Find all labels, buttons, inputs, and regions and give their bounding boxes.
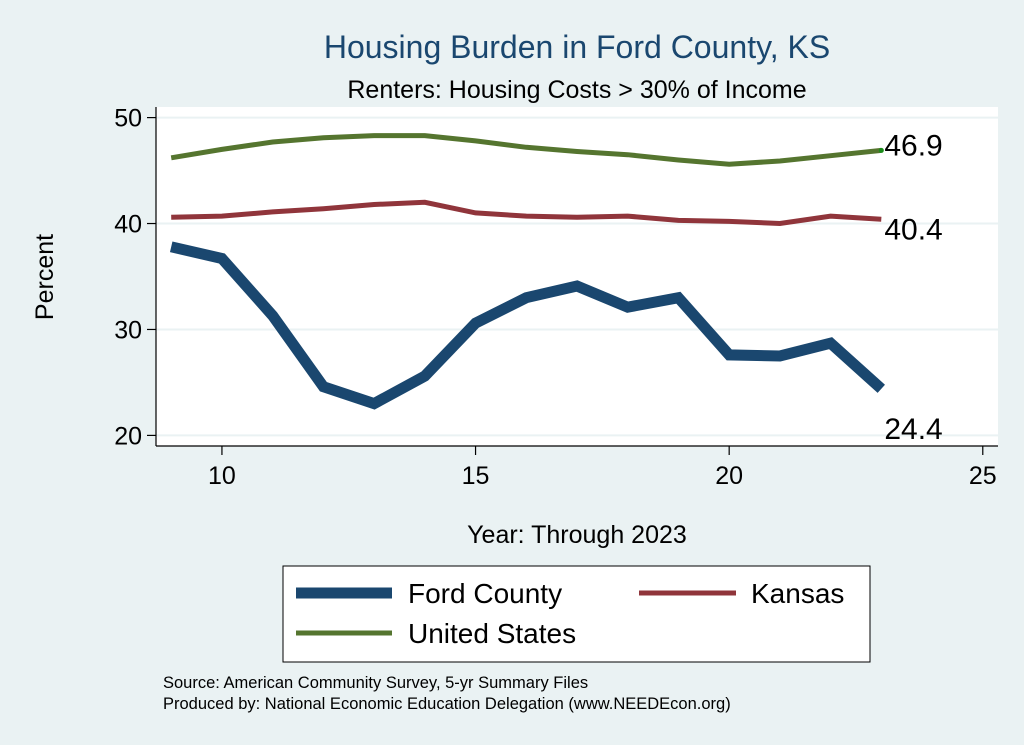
end-label-ford-county: 24.4 <box>884 413 942 446</box>
series-line-united-states <box>170 133 882 167</box>
end-label-united-states: 46.9 <box>884 129 942 162</box>
plot-area <box>156 107 998 446</box>
x-tick-label: 15 <box>462 462 490 490</box>
x-axis-title: Year: Through 2023 <box>467 521 687 549</box>
source-note: Source: American Community Survey, 5-yr … <box>163 674 588 692</box>
series-line-kansas <box>171 199 882 227</box>
axes: 20 30 40 50 10 15 20 25 <box>114 105 998 490</box>
y-tick-label: 30 <box>114 316 142 344</box>
y-tick-label: 40 <box>114 211 142 239</box>
chart-subtitle: Renters: Housing Costs > 30% of Income <box>347 76 806 104</box>
legend-label-united-states: United States <box>408 618 576 649</box>
x-tick-label: 25 <box>969 462 997 490</box>
y-axis-title: Percent <box>31 234 59 320</box>
series-lines <box>169 133 885 410</box>
x-tick-label: 10 <box>208 462 236 490</box>
end-labels: 24.4 40.4 46.9 <box>878 129 943 446</box>
series-line-ford-county <box>169 241 885 410</box>
chart-title: Housing Burden in Ford County, KS <box>324 29 830 65</box>
legend-label-ford-county: Ford County <box>408 578 562 609</box>
legend-label-kansas: Kansas <box>751 578 844 609</box>
producer-note: Produced by: National Economic Education… <box>163 695 731 713</box>
legend: Ford County Kansas United States <box>282 565 871 663</box>
y-tick-label: 50 <box>114 105 142 133</box>
end-point-marker <box>878 147 884 153</box>
legend-box <box>282 565 871 663</box>
gridlines <box>156 116 998 437</box>
y-tick-label: 20 <box>114 422 142 450</box>
end-label-kansas: 40.4 <box>884 213 942 246</box>
x-tick-label: 20 <box>715 462 743 490</box>
